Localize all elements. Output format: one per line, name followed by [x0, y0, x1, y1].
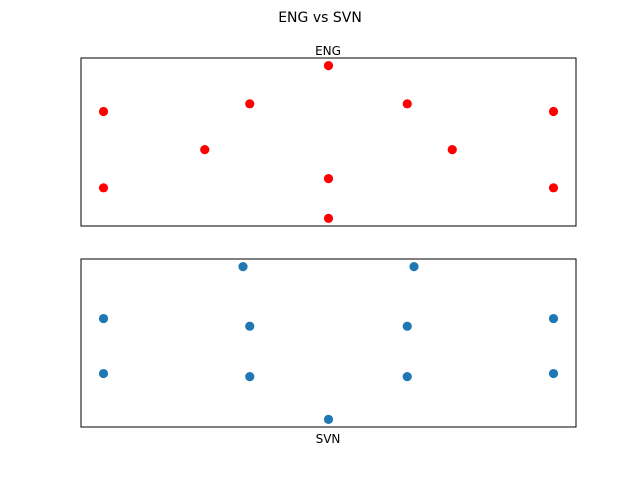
eng-point-4: [323, 61, 334, 71]
svn-point-10: [548, 368, 559, 379]
eng-panel-title: ENG: [315, 44, 341, 58]
svn-point-3: [245, 321, 255, 331]
eng-points: [98, 61, 559, 223]
eng-point-0: [98, 106, 109, 117]
eng-point-2: [200, 145, 210, 155]
svn-panel: SVN: [80, 258, 577, 446]
eng-panel: ENG: [80, 44, 577, 227]
svn-plot-area: [80, 258, 577, 428]
chart-title: ENG vs SVN: [278, 10, 362, 26]
eng-point-3: [245, 99, 255, 109]
eng-point-6: [323, 213, 334, 223]
eng-point-8: [447, 145, 457, 155]
eng-point-5: [323, 174, 334, 184]
eng-plot-area: [80, 57, 577, 227]
svn-point-2: [238, 262, 248, 272]
svn-point-8: [409, 262, 419, 272]
svn-point-6: [402, 321, 412, 331]
eng-point-7: [402, 99, 412, 109]
svn-points: [98, 262, 559, 424]
eng-point-9: [548, 106, 559, 117]
eng-point-10: [548, 183, 559, 193]
svn-panel-title: SVN: [316, 432, 341, 446]
eng-point-1: [98, 183, 109, 193]
svn-point-9: [548, 313, 559, 324]
svn-point-4: [245, 372, 255, 382]
svn-point-5: [323, 414, 334, 424]
svn-point-1: [98, 368, 109, 379]
svn-point-7: [402, 372, 412, 382]
svn-point-0: [98, 313, 109, 324]
